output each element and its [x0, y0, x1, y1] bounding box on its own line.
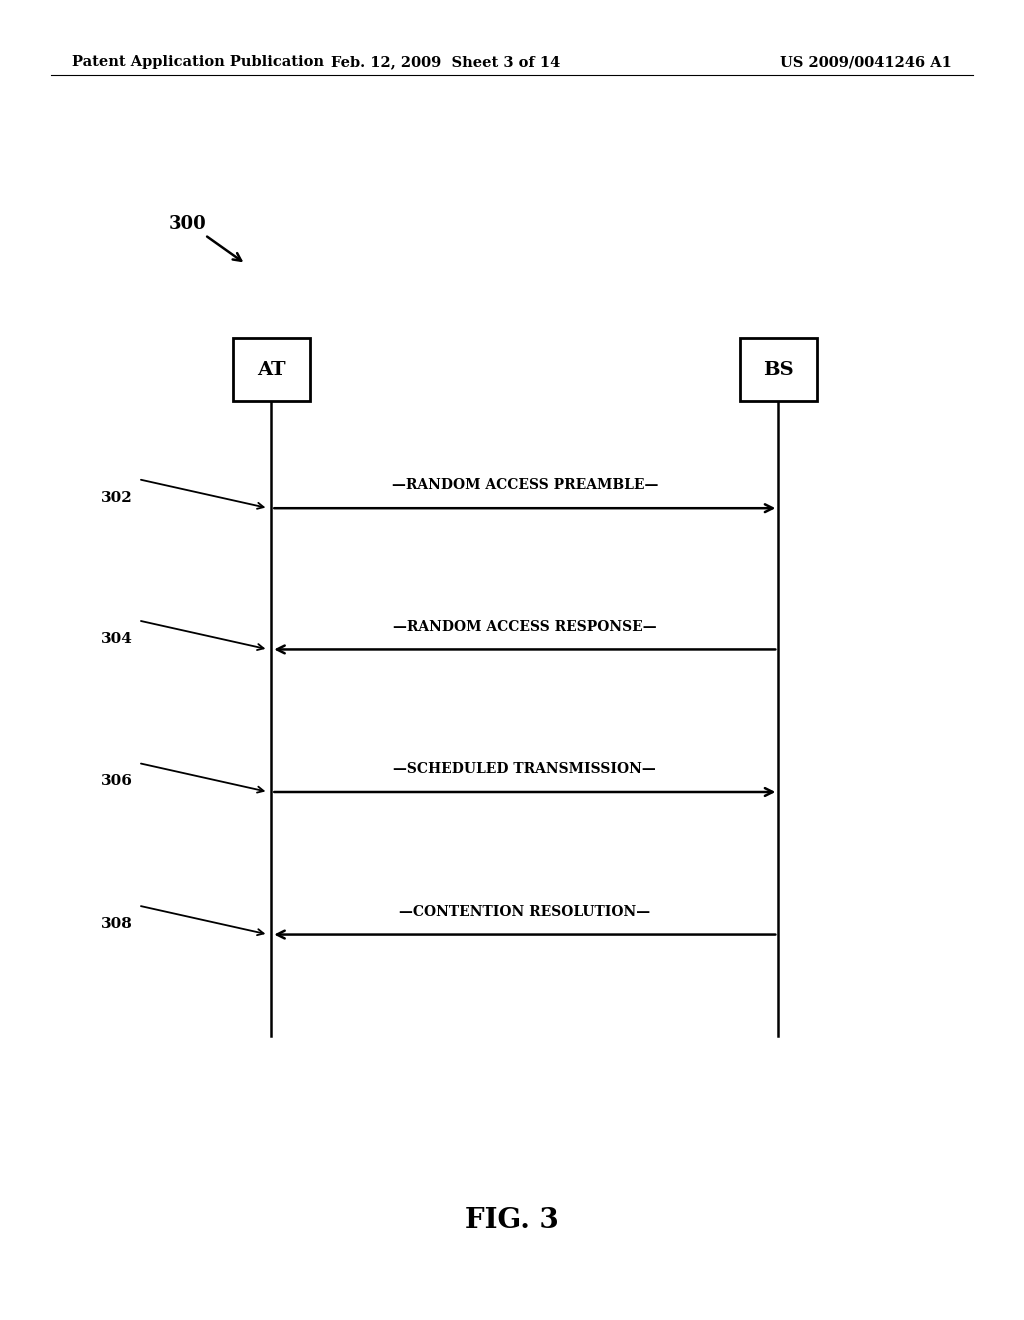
Bar: [233, 338, 309, 401]
Text: Patent Application Publication: Patent Application Publication: [72, 55, 324, 70]
Text: BS: BS: [763, 360, 794, 379]
Text: 308: 308: [101, 917, 133, 931]
Text: Feb. 12, 2009  Sheet 3 of 14: Feb. 12, 2009 Sheet 3 of 14: [331, 55, 560, 70]
Text: —RANDOM ACCESS RESPONSE—: —RANDOM ACCESS RESPONSE—: [393, 619, 656, 634]
Text: FIG. 3: FIG. 3: [465, 1208, 559, 1234]
Text: 300: 300: [169, 215, 207, 234]
Text: —RANDOM ACCESS PREAMBLE—: —RANDOM ACCESS PREAMBLE—: [391, 478, 658, 492]
Text: 302: 302: [101, 491, 133, 504]
Text: AT: AT: [257, 360, 286, 379]
Bar: [739, 338, 817, 401]
Text: —CONTENTION RESOLUTION—: —CONTENTION RESOLUTION—: [399, 904, 650, 919]
Text: —SCHEDULED TRANSMISSION—: —SCHEDULED TRANSMISSION—: [393, 762, 656, 776]
Text: US 2009/0041246 A1: US 2009/0041246 A1: [780, 55, 952, 70]
Text: 306: 306: [101, 775, 133, 788]
Text: 304: 304: [101, 632, 133, 645]
